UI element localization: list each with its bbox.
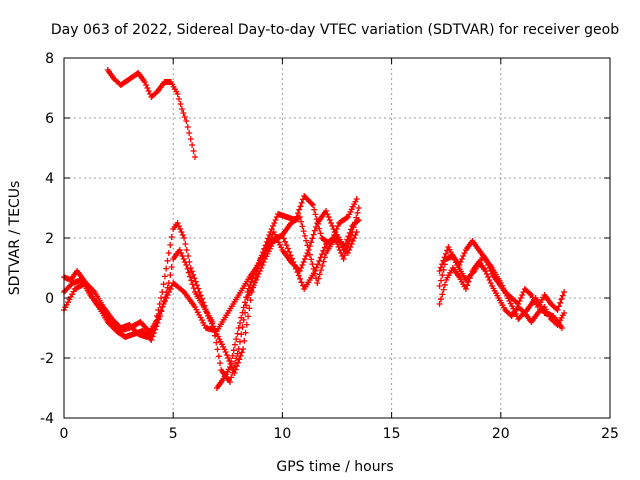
plus-markers [61,205,362,385]
plus-markers [436,259,568,328]
axis-ticks: 0 5 10 15 20 25 -4 -2 0 2 4 6 8 [40,51,619,442]
plus-markers [61,193,360,376]
plus-markers [436,244,565,331]
series-track-b [61,205,362,385]
plus-markers [104,67,198,160]
y-tick-label: 6 [45,111,54,127]
y-tick-label: 4 [45,171,54,187]
series-track-d [213,208,362,391]
y-tick-label: 8 [45,51,54,67]
series-track-g [436,244,565,331]
y-tick-label: 2 [45,231,54,247]
chart-title: Day 063 of 2022, Sidereal Day-to-day VTE… [51,22,619,38]
series-track-a [61,193,360,376]
x-tick-label: 10 [273,426,291,442]
y-tick-label: 0 [45,291,54,307]
x-tick-label: 5 [169,426,178,442]
y-tick-label: -4 [40,411,54,427]
series-track-f [436,259,568,328]
y-tick-label: -2 [40,351,54,367]
x-tick-label: 15 [383,426,401,442]
data-series [61,67,568,391]
series-track-high [104,67,198,160]
x-axis-label: GPS time / hours [276,459,393,475]
y-axis-label: SDTVAR / TECUs [7,181,23,296]
x-tick-label: 25 [601,426,619,442]
x-tick-label: 20 [492,426,510,442]
x-tick-label: 0 [60,426,69,442]
plus-markers [213,208,362,391]
